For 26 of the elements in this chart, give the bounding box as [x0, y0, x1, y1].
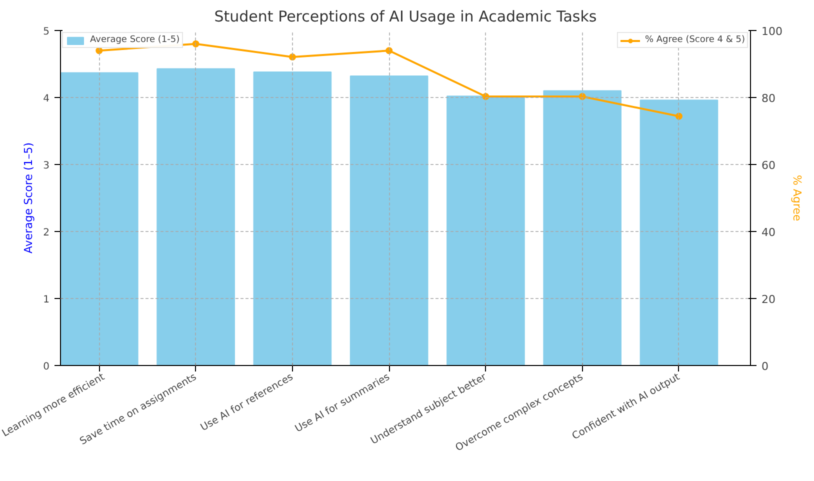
y-tick-label: 4: [43, 94, 50, 104]
bar: [446, 96, 525, 366]
legend-label: Average Score (1-5): [90, 35, 180, 45]
y-tick-label: 1: [43, 294, 50, 306]
bar: [350, 76, 428, 366]
y2-tick-label: 100: [762, 25, 782, 38]
y2-tick-label: 20: [762, 293, 776, 306]
y2-tick-label: 0: [762, 360, 768, 373]
y-tick-label: 3: [43, 160, 50, 172]
y-tick-label: 2: [43, 228, 50, 238]
bar: [60, 72, 138, 366]
bar: [156, 68, 235, 366]
y-axis-title: Average Score (1–5): [22, 142, 36, 254]
bar: [543, 90, 622, 366]
chart-title: Student Perceptions of AI Usage in Academic Tasks: [214, 8, 597, 26]
y2-tick-label: 60: [762, 159, 776, 172]
y-tick-label: 0: [43, 362, 50, 372]
bar: [640, 100, 718, 366]
bar: [253, 72, 332, 366]
legend-label: % Agree (Score 4 & 5): [644, 35, 745, 45]
y2-axis-title: % Agree: [790, 174, 804, 222]
point: [192, 40, 200, 48]
y-tick-label: 5: [43, 26, 50, 38]
y2-tick-label: 80: [762, 92, 776, 105]
point: [386, 47, 393, 54]
y2-tick-label: 40: [762, 226, 776, 239]
